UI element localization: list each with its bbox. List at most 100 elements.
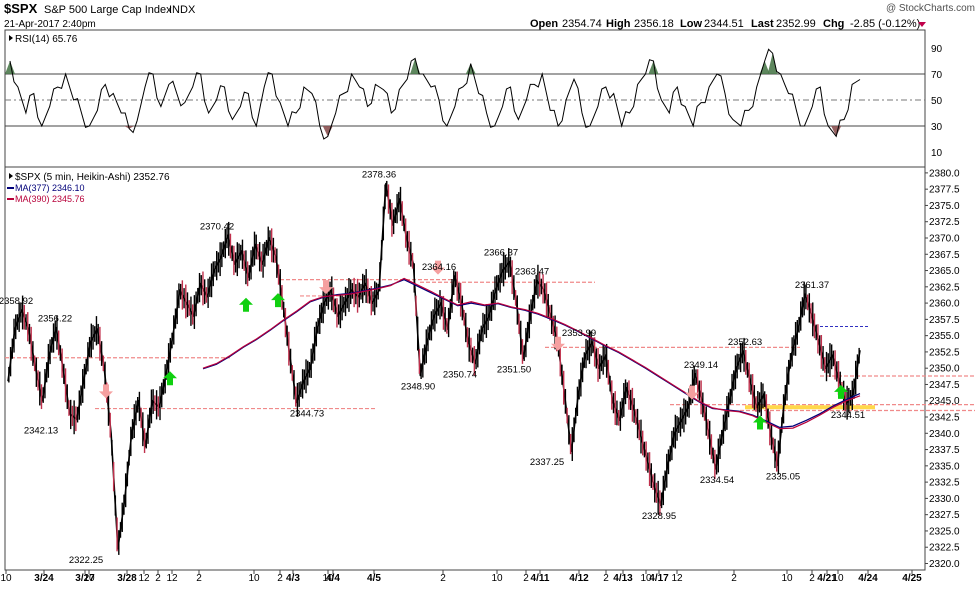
price-label: 2344.73: [290, 408, 324, 419]
x-tick-label: 10: [832, 573, 844, 584]
down-triangle-icon: [918, 22, 926, 27]
arrow-down-icon: [99, 384, 113, 399]
high-value: 2356.18: [634, 18, 674, 30]
signal-arrows: [99, 260, 848, 430]
price-grid: [925, 172, 928, 564]
arrow-down-icon: [685, 385, 699, 400]
open-value: 2354.74: [562, 18, 602, 30]
arrow-up-icon: [239, 297, 253, 312]
y-tick-label: 2330.0: [929, 494, 960, 505]
price-marker-icon: [9, 173, 13, 179]
price-label: 2350.74: [443, 369, 477, 380]
price-panel-label: $SPX (5 min, Heikin-Ashi) 2352.76: [15, 172, 170, 183]
y-tick-label: 2370.0: [929, 233, 960, 244]
price-series: [7, 180, 861, 555]
last-label: Last: [751, 18, 774, 30]
price-label: 2353.99: [562, 328, 596, 339]
arrow-up-icon: [163, 371, 177, 386]
price-panel-legend: $SPX (5 min, Heikin-Ashi) 2352.76 MA(377…: [7, 172, 170, 204]
price-label: 2344.51: [831, 410, 865, 421]
x-tick-label: 2: [731, 573, 737, 584]
symbol: $SPX: [4, 1, 38, 16]
y-tick-label: 2342.5: [929, 413, 960, 424]
rsi-overbought-fill: [5, 61, 15, 74]
last-value: 2352.99: [776, 18, 816, 30]
y-tick-label: 2335.0: [929, 461, 960, 472]
x-tick-label: 4/24: [858, 573, 878, 584]
y-tick-label: 2365.0: [929, 266, 960, 277]
y-tick-label: 2355.0: [929, 331, 960, 342]
rsi-overbought-fill: [648, 61, 659, 74]
rsi-tick-label: 30: [931, 122, 943, 133]
y-tick-label: 2322.5: [929, 543, 960, 554]
x-tick-label: 10: [491, 573, 503, 584]
chart-frame: [4, 29, 926, 571]
arrow-up-icon: [834, 384, 848, 399]
x-tick-label: 2: [523, 573, 529, 584]
open-label: Open: [530, 18, 558, 30]
rsi-tick-label: 10: [931, 148, 943, 159]
chg-label: Chg: [823, 18, 844, 30]
price-label: 2348.90: [401, 381, 435, 392]
x-tick-label: 3/24: [34, 573, 54, 584]
y-tick-label: 2380.0: [929, 168, 960, 179]
y-tick-label: 2350.0: [929, 364, 960, 375]
y-tick-label: 2367.5: [929, 250, 960, 261]
rsi-label: RSI(14) 65.76: [9, 34, 78, 45]
price-label: 2370.42: [200, 221, 234, 232]
price-label: 2363.47: [515, 267, 549, 278]
arrow-down-icon: [431, 260, 445, 275]
x-tick-label: 4/17: [649, 573, 669, 584]
price-label: 2366.37: [484, 248, 518, 259]
ma390-legend: MA(390) 2345.76: [15, 194, 85, 204]
x-tick-label: 10: [781, 573, 793, 584]
rsi-marker-icon: [9, 35, 13, 41]
price-labels: 2358.92 2356.22 2342.13 2322.25 2370.42 2344.…: [0, 170, 865, 566]
rsi-tick-label: 50: [931, 96, 943, 107]
y-tick-label: 2362.5: [929, 282, 960, 293]
exchange: INDX: [169, 4, 196, 16]
price-label: 2335.05: [766, 472, 800, 483]
y-tick-label: 2375.0: [929, 201, 960, 212]
ma390-line: [202, 277, 861, 430]
high-label: High: [606, 18, 631, 30]
moving-averages: [202, 277, 861, 430]
y-tick-label: 2372.5: [929, 217, 960, 228]
x-tick-label: 3/27: [75, 573, 95, 584]
y-tick-label: 2337.5: [929, 445, 960, 456]
price-label: 2337.25: [530, 457, 564, 468]
price-label: 2349.14: [684, 360, 718, 371]
rsi-overbought-fill: [767, 53, 778, 74]
date-stamp: 21-Apr-2017 2:40pm: [4, 19, 96, 30]
y-tick-label: 2377.5: [929, 185, 960, 196]
x-tick-label: 2: [155, 573, 161, 584]
rsi-tick-label: 90: [931, 44, 943, 55]
svg-text:RSI(14) 65.76: RSI(14) 65.76: [15, 34, 78, 45]
y-tick-label: 2332.5: [929, 478, 960, 489]
x-tick-label: 2: [809, 573, 815, 584]
x-tick-label: 4/4: [326, 573, 340, 584]
x-tick-label: 12: [138, 573, 150, 584]
x-tick-label: 12: [671, 573, 683, 584]
arrow-up-icon: [271, 293, 285, 308]
arrow-down-icon: [319, 280, 333, 295]
x-tick-label: 10: [640, 573, 652, 584]
x-tick-label: 4/11: [531, 573, 550, 584]
low-label: Low: [680, 18, 702, 30]
index-name: S&P 500 Large Cap Index: [44, 4, 172, 16]
price-label: 2342.13: [24, 425, 58, 436]
y-tick-label: 2352.5: [929, 347, 960, 358]
price-label: 2328.95: [642, 511, 676, 522]
watermark: @ StockCharts.com: [886, 3, 975, 14]
rsi-oversold-fill: [831, 126, 842, 137]
arrow-up-icon: [753, 415, 767, 430]
chg-value: -2.85 (-0.12%): [850, 18, 920, 30]
axes: 2320.0 2322.5 2325.0 2327.5 2330.0 2332.5 2335…: [0, 168, 960, 584]
price-label: 2361.37: [795, 280, 829, 291]
rsi-line: [9, 48, 861, 140]
price-label: 2364.16: [422, 262, 456, 273]
x-tick-label: 4/12: [569, 573, 589, 584]
ohlc-readout: Open 2354.74 High 2356.18 Low 2344.51 La…: [530, 18, 926, 30]
x-tick-label: 4/25: [902, 573, 922, 584]
